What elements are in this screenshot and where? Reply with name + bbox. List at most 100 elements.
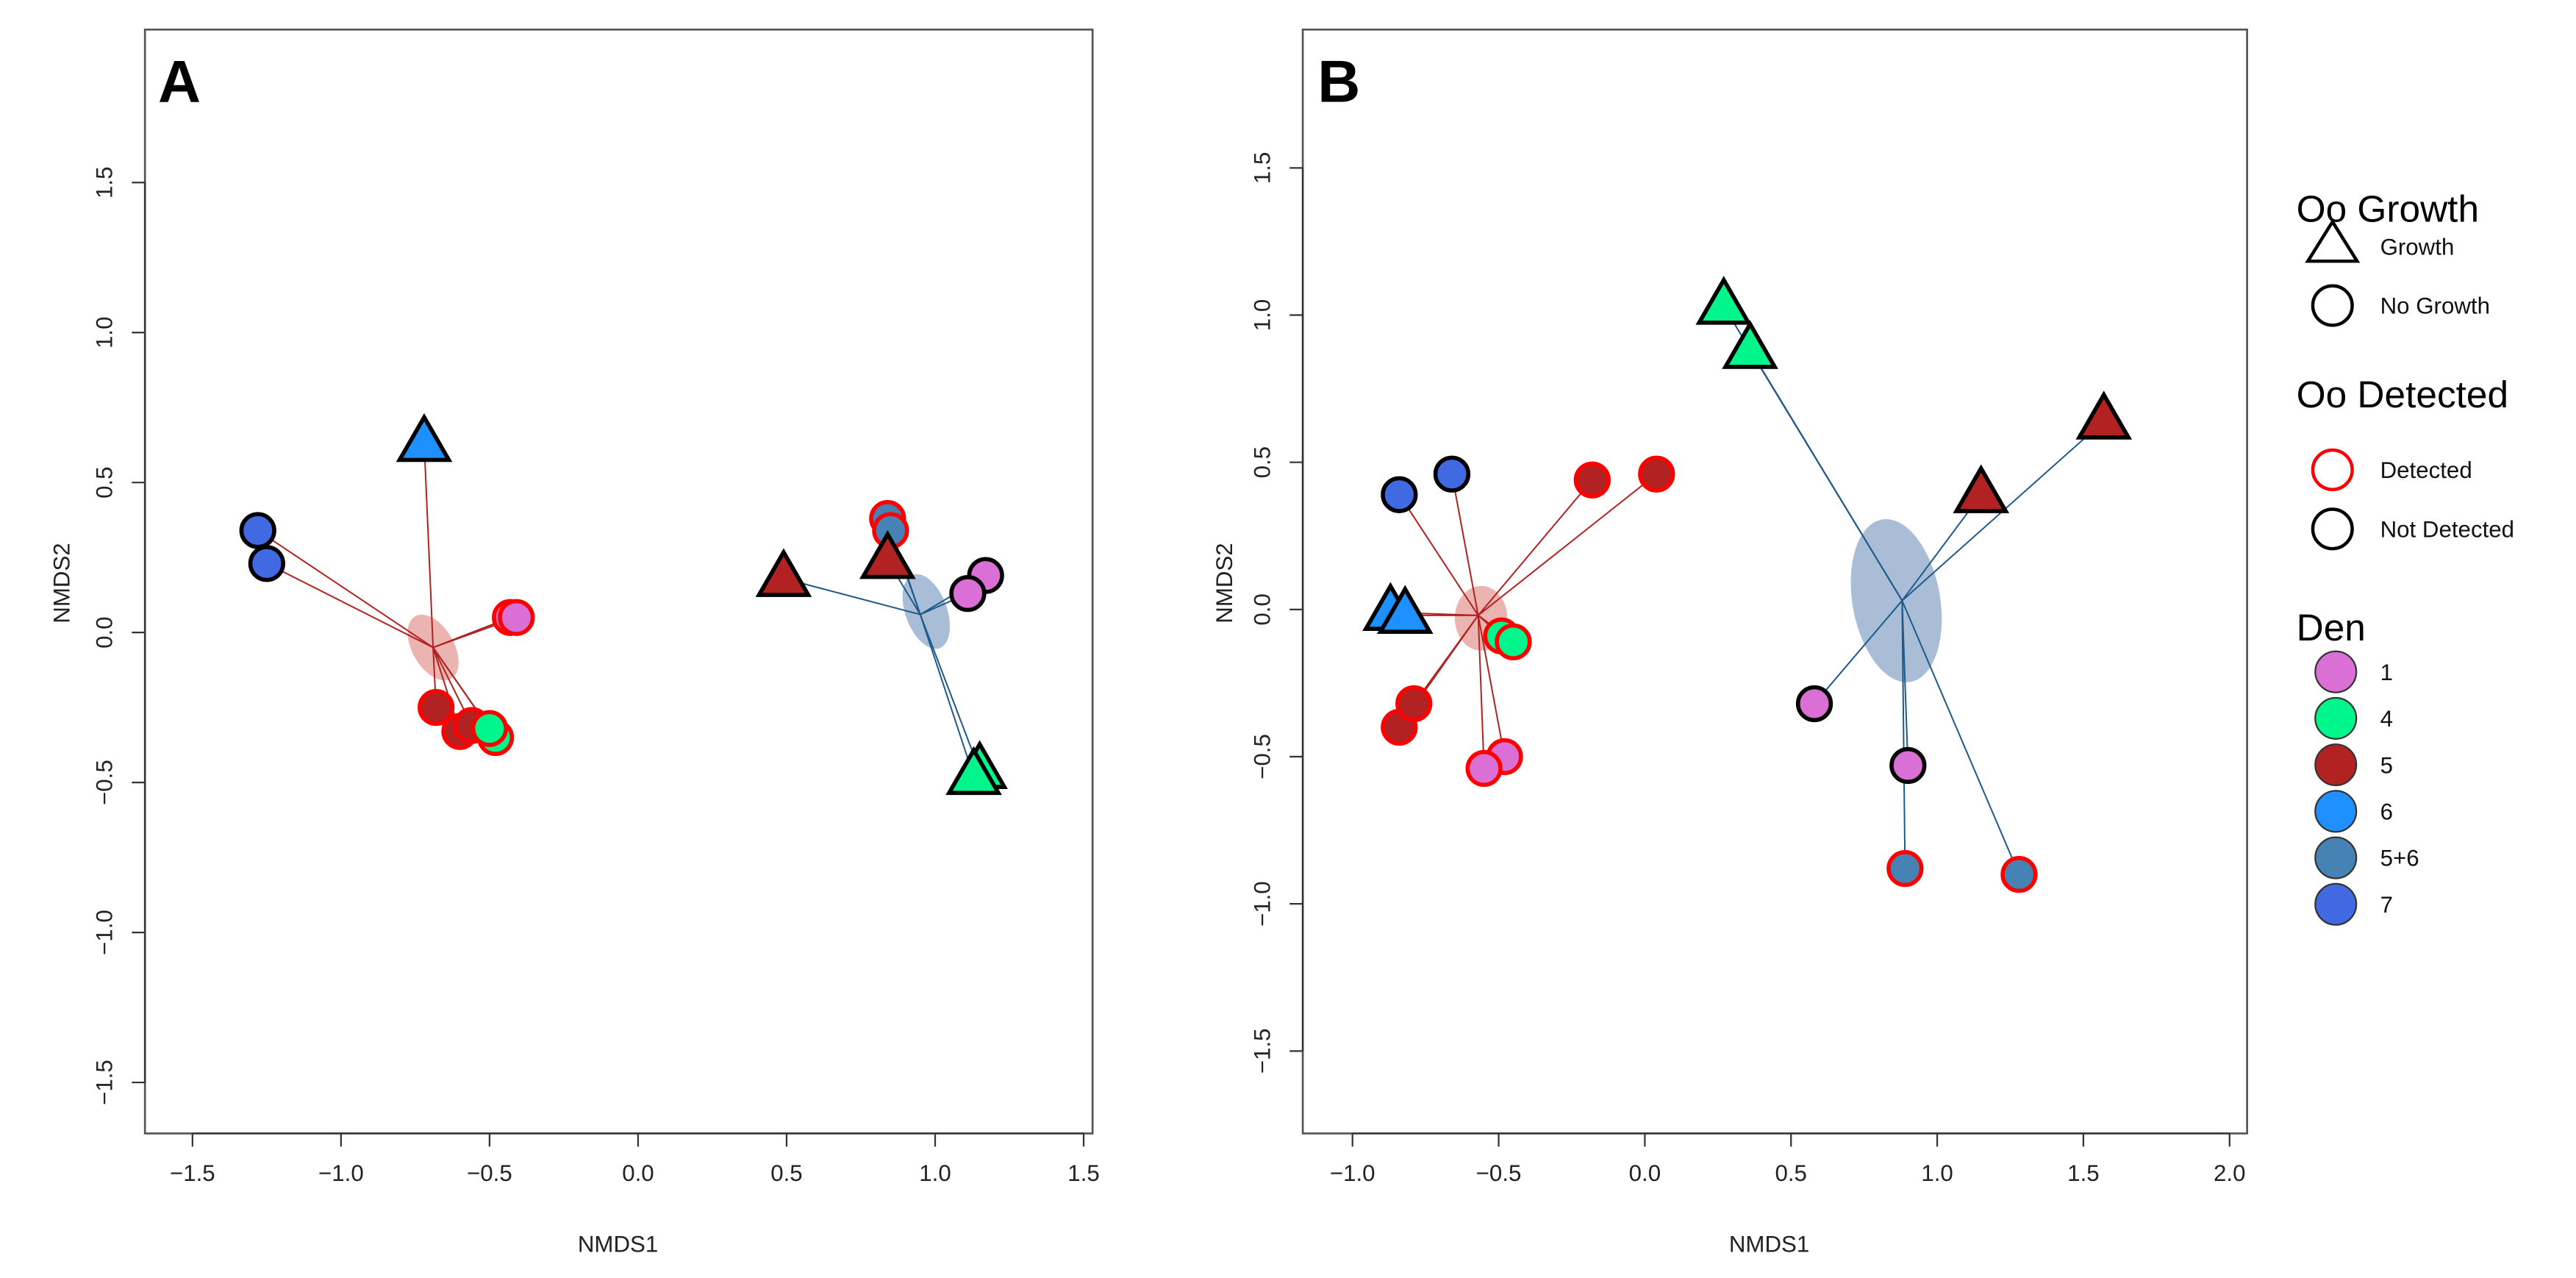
- legend-den-item: 5: [2380, 752, 2393, 778]
- panel-b-letter: B: [1317, 49, 1360, 115]
- legend-den-swatch-icon: [2314, 836, 2358, 879]
- point-circle-den-4: [1495, 623, 1532, 661]
- spider-line: [1901, 600, 1906, 869]
- y-tick-label: −1.0: [92, 910, 118, 955]
- legend-growth-item: Growth: [2380, 234, 2455, 260]
- y-tick-label: −1.5: [1249, 1028, 1275, 1074]
- point-circle-den-5: [1638, 455, 1675, 493]
- point-circle-den-7: [1433, 455, 1471, 493]
- point-circle-den-1: [1795, 685, 1833, 723]
- point-circle-den-5: [1395, 685, 1433, 723]
- x-tick-label: 1.5: [1067, 1160, 1099, 1186]
- point-triangle-den-4: [1695, 276, 1753, 325]
- x-tick-label: 0.5: [770, 1160, 802, 1186]
- point-circle-den-4: [471, 710, 509, 747]
- point-triangle-den-6: [1376, 585, 1434, 634]
- x-tick-label: −0.5: [467, 1160, 512, 1186]
- panel-b-ylabel: NMDS2: [1212, 543, 1237, 623]
- point-circle-den-1: [1465, 749, 1503, 788]
- spider-line: [423, 443, 434, 648]
- point-circle-den-7: [248, 545, 285, 582]
- y-tick-label: −1.0: [1249, 881, 1275, 927]
- y-tick-label: −0.5: [92, 760, 118, 805]
- legend-nogrowth-item: No Growth: [2380, 293, 2490, 319]
- point-circle-den-1: [949, 574, 987, 613]
- x-tick-label: −0.5: [1476, 1160, 1522, 1186]
- spider-line: [1477, 615, 1506, 757]
- point-triangle-den-5: [859, 529, 916, 579]
- legend-triangle-icon: [2305, 218, 2361, 263]
- x-tick-label: 0.0: [622, 1160, 654, 1186]
- y-tick-label: 0.0: [1249, 593, 1275, 625]
- point-circle-den-7: [239, 512, 276, 549]
- spider-line: [266, 563, 434, 649]
- x-tick-label: −1.0: [1330, 1160, 1375, 1186]
- point-circle-den-5: [418, 689, 455, 727]
- spider-line: [1901, 600, 2020, 875]
- point-circle-den-5: [1573, 461, 1611, 499]
- spider-line: [919, 614, 981, 771]
- spider-line: [1749, 350, 1903, 601]
- x-tick-label: 1.5: [2067, 1160, 2099, 1186]
- spider-line: [1814, 600, 1903, 704]
- y-tick-label: 1.0: [92, 316, 118, 348]
- panel-b-xlabel: NMDS1: [1729, 1231, 1809, 1257]
- legend-den-item: 5+6: [2380, 846, 2419, 871]
- point-circle-den-7: [1381, 476, 1418, 513]
- spider-line: [919, 614, 975, 777]
- legend-den-item: 7: [2380, 892, 2393, 918]
- legend-detected-title: Oo Detected: [2297, 373, 2508, 415]
- point-triangle-den-5: [2075, 390, 2133, 440]
- point-triangle-den-4: [945, 746, 1002, 796]
- y-tick-label: 1.0: [1249, 299, 1275, 331]
- point-triangle-den-5: [755, 548, 812, 597]
- panel-a-xlabel: NMDS1: [578, 1231, 658, 1257]
- legend-notdetected-circle-icon: [2311, 507, 2354, 551]
- point-circle-den-5+6: [1886, 849, 1924, 888]
- spider-line: [783, 577, 921, 615]
- legend-den-swatch-icon: [2314, 650, 2358, 693]
- legend-den-item: 4: [2380, 706, 2393, 732]
- legend-circle-icon: [2311, 284, 2354, 327]
- x-tick-label: 1.0: [919, 1160, 951, 1186]
- y-tick-label: −1.5: [92, 1060, 118, 1105]
- x-tick-label: −1.0: [318, 1160, 364, 1186]
- spider-line: [1398, 494, 1479, 616]
- legend-detected-circle-icon: [2311, 448, 2354, 491]
- point-triangle-den-4: [1722, 320, 1778, 369]
- spider-line: [1478, 473, 1657, 616]
- point-triangle-den-5: [1953, 464, 2010, 513]
- x-tick-label: 2.0: [2214, 1160, 2245, 1186]
- y-tick-label: 0.5: [92, 466, 118, 498]
- x-tick-label: 1.0: [1921, 1160, 1953, 1186]
- panel-a-letter: A: [158, 49, 201, 115]
- y-tick-label: 1.5: [1249, 152, 1275, 184]
- legend-den-item: 1: [2380, 660, 2393, 685]
- panel-a: A NMDS1 NMDS2 −1.5 −1.0 −0.5 0.0 0.5 1.0 1.5 −1…: [49, 28, 1100, 1257]
- legend-den-title: Den: [2297, 606, 2366, 649]
- legend-growth-title: Oo Growth: [2297, 188, 2479, 230]
- legend-den-swatch-icon: [2314, 696, 2358, 740]
- spider-line: [257, 529, 434, 649]
- point-circle-den-5+6: [2000, 855, 2038, 893]
- point-circle-den-1: [1889, 746, 1927, 785]
- x-tick-label: 0.0: [1629, 1160, 1661, 1186]
- legend-den-swatch-icon: [2314, 790, 2358, 833]
- panel-b: B NMDS1 NMDS2 −1.0 −0.5 0.0 0.5 1.0 1.5 2.0 −1.…: [1212, 28, 2248, 1257]
- spider-line: [1450, 474, 1479, 616]
- spider-line: [1477, 479, 1593, 616]
- plot-frame: [1301, 28, 2248, 1135]
- plot-frame: [143, 28, 1094, 1135]
- legend-den-swatch-icon: [2314, 743, 2358, 787]
- legend-detected-item: Detected: [2380, 457, 2472, 483]
- legend-den-swatch-icon: [2314, 882, 2358, 926]
- y-tick-label: 0.5: [1249, 446, 1275, 478]
- y-tick-label: −0.5: [1249, 734, 1275, 779]
- x-tick-label: −1.5: [170, 1160, 215, 1186]
- point-circle-den-1: [498, 599, 535, 636]
- panel-a-ylabel: NMDS2: [49, 543, 74, 623]
- x-tick-label: 0.5: [1775, 1160, 1806, 1186]
- y-tick-label: 0.0: [92, 616, 118, 648]
- y-tick-label: 1.5: [92, 167, 118, 199]
